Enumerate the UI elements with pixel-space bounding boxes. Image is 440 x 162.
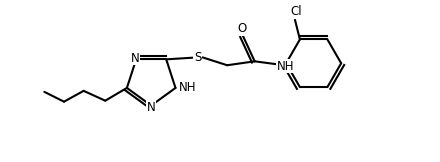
Text: N: N xyxy=(131,52,139,65)
Text: O: O xyxy=(237,22,246,35)
Text: Cl: Cl xyxy=(290,5,302,18)
Text: NH: NH xyxy=(276,60,294,73)
Text: N: N xyxy=(147,101,156,114)
Text: NH: NH xyxy=(179,81,196,94)
Text: S: S xyxy=(194,51,202,64)
